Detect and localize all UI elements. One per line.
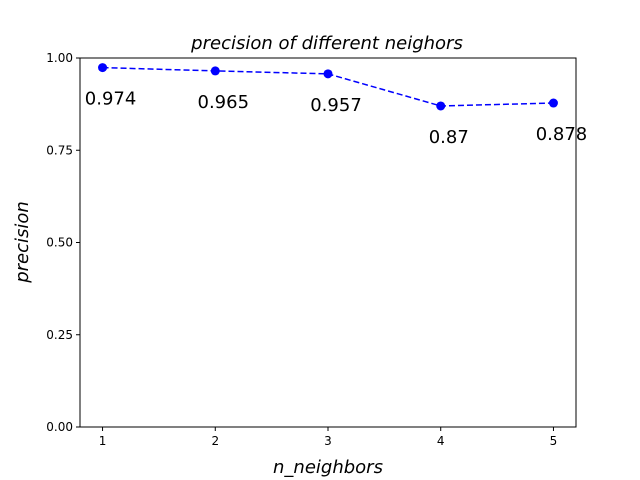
x-tick-label: 5	[550, 434, 558, 448]
data-labels: 0.974 0.965 0.957 0.87 0.878	[85, 89, 587, 148]
x-tick-label: 4	[437, 434, 445, 448]
y-tick-label: 0.25	[46, 328, 73, 342]
data-point	[210, 66, 220, 76]
x-axis-ticks: 1 2 3 4 5	[99, 427, 558, 448]
y-tick-label: 0.50	[46, 236, 73, 250]
data-point	[436, 101, 446, 111]
data-label: 0.87	[429, 127, 469, 148]
data-label: 0.974	[85, 89, 137, 110]
data-label: 0.957	[310, 95, 362, 116]
chart-title: precision of different neighors	[190, 33, 463, 54]
y-axis-ticks: 0.00 0.25 0.50 0.75 1.00	[46, 51, 80, 434]
y-tick-label: 0.00	[46, 420, 73, 434]
data-label: 0.965	[198, 92, 250, 113]
x-axis-label: n_neighbors	[273, 457, 383, 478]
x-tick-label: 3	[324, 434, 332, 448]
data-point	[548, 98, 558, 108]
y-tick-label: 1.00	[46, 51, 73, 65]
data-point	[98, 63, 108, 73]
y-axis-label: precision	[12, 201, 33, 284]
x-tick-label: 2	[211, 434, 219, 448]
data-points	[98, 63, 558, 111]
y-tick-label: 0.75	[46, 143, 73, 157]
plot-frame	[79, 57, 577, 428]
data-label: 0.878	[536, 124, 588, 145]
data-point	[323, 69, 333, 79]
x-tick-label: 1	[99, 434, 107, 448]
